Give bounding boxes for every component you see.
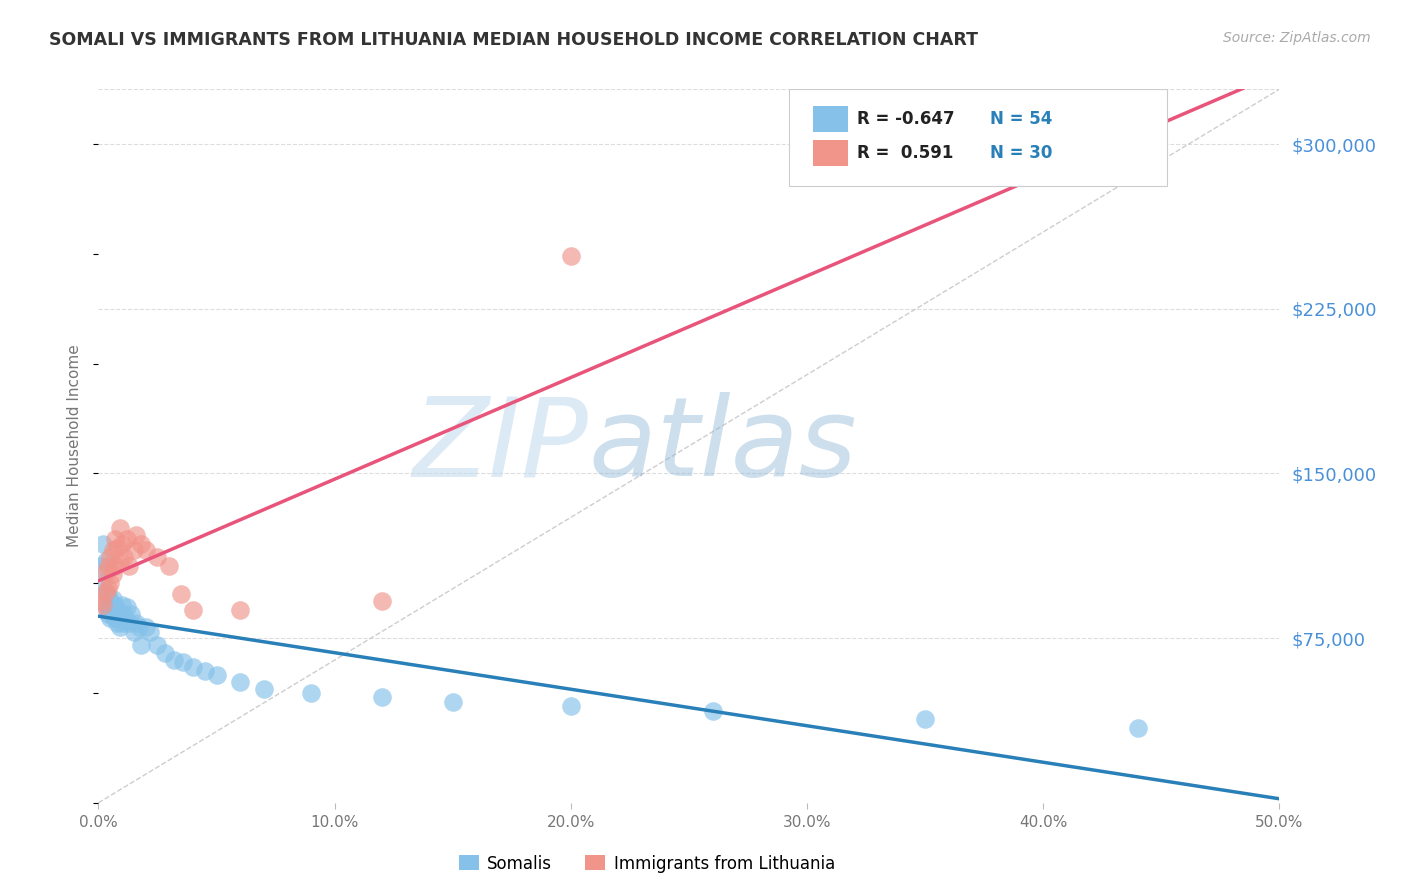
Point (104, 598, 127, 612)
Point (111, 537, 134, 551)
Point (104, 533, 127, 547)
Point (125, 528, 148, 542)
Point (122, 624, 145, 639)
Point (101, 591, 124, 606)
Point (108, 620, 131, 634)
Point (98, 549, 121, 564)
Point (702, 704, 724, 718)
Point (115, 600, 138, 615)
Point (105, 615, 128, 630)
Point (253, 681, 276, 696)
Point (90, 558, 112, 573)
Point (163, 653, 186, 667)
Point (135, 543, 157, 558)
Point (111, 609, 134, 624)
Point (101, 605, 124, 619)
Point (118, 615, 141, 630)
Point (105, 602, 128, 616)
Point (135, 620, 157, 634)
Point (1126, 721, 1149, 735)
Text: R =  0.591: R = 0.591 (856, 144, 953, 161)
Text: Source: ZipAtlas.com: Source: ZipAtlas.com (1223, 31, 1371, 45)
Point (205, 668, 228, 682)
Point (170, 587, 193, 601)
Point (118, 558, 141, 573)
Point (560, 249, 582, 263)
Point (122, 543, 145, 558)
Point (371, 690, 394, 705)
Point (94, 566, 117, 580)
Point (112, 607, 135, 621)
Point (97, 558, 120, 573)
Point (115, 614, 138, 628)
Bar (813, 140, 848, 166)
Point (129, 537, 152, 551)
Text: ZIP: ZIP (413, 392, 589, 500)
Point (97, 581, 120, 595)
Point (181, 602, 204, 616)
Point (98, 602, 121, 616)
Point (129, 638, 152, 652)
Point (94, 585, 117, 599)
Point (172, 655, 194, 669)
Point (104, 602, 127, 616)
Point (101, 543, 124, 558)
Point (371, 594, 394, 608)
Point (229, 675, 252, 690)
Point (146, 638, 169, 652)
Point (98, 596, 121, 610)
Point (94, 598, 117, 612)
Point (229, 602, 252, 616)
Point (108, 611, 131, 625)
Point (111, 598, 134, 612)
Point (194, 664, 217, 678)
Point (97, 607, 120, 621)
Point (128, 620, 150, 634)
Point (101, 567, 124, 582)
Text: N = 30: N = 30 (990, 144, 1053, 161)
Point (91, 576, 114, 591)
Point (157, 558, 180, 573)
Point (139, 624, 162, 639)
Point (105, 541, 128, 555)
Bar (813, 106, 848, 132)
Text: SOMALI VS IMMIGRANTS FROM LITHUANIA MEDIAN HOUSEHOLD INCOME CORRELATION CHART: SOMALI VS IMMIGRANTS FROM LITHUANIA MEDI… (49, 31, 979, 49)
Point (299, 686, 322, 700)
Y-axis label: Median Household Income: Median Household Income (67, 344, 83, 548)
Point (101, 609, 124, 624)
Point (181, 659, 204, 673)
Point (108, 554, 131, 568)
Point (560, 699, 582, 714)
Point (91, 598, 114, 612)
Point (97, 590, 120, 604)
Point (121, 607, 143, 621)
Point (97, 602, 120, 616)
Point (112, 549, 135, 564)
Point (104, 558, 127, 573)
Point (90, 594, 112, 608)
Text: atlas: atlas (589, 392, 858, 500)
Point (98, 576, 121, 591)
Point (104, 611, 127, 625)
Legend: Somalis, Immigrants from Lithuania: Somalis, Immigrants from Lithuania (451, 848, 842, 880)
Point (153, 647, 176, 661)
Point (98, 611, 121, 625)
FancyBboxPatch shape (789, 89, 1167, 186)
Point (105, 607, 128, 621)
Point (98, 594, 121, 608)
Point (115, 533, 138, 547)
Point (111, 615, 134, 630)
Text: N = 54: N = 54 (990, 111, 1053, 128)
Point (914, 712, 936, 726)
Point (441, 695, 464, 709)
Point (91, 537, 114, 551)
Point (125, 615, 148, 630)
Point (94, 554, 117, 568)
Point (108, 521, 131, 535)
Point (94, 585, 117, 599)
Text: R = -0.647: R = -0.647 (856, 111, 955, 128)
Point (146, 549, 169, 564)
